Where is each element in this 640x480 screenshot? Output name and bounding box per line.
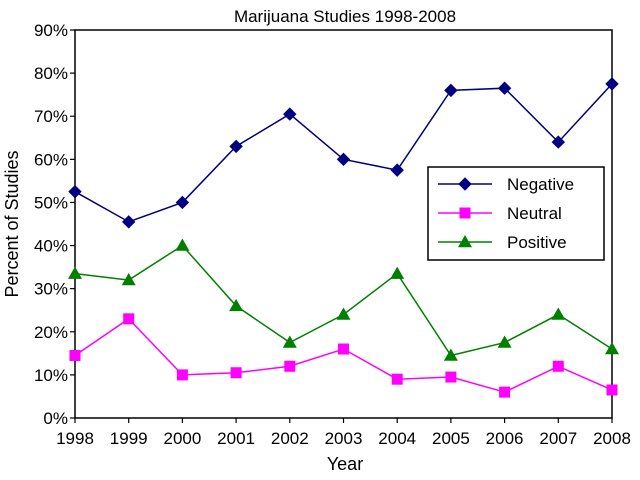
data-point-neutral (123, 313, 135, 325)
y-tick-label: 60% (34, 150, 68, 169)
y-tick-label: 80% (34, 64, 68, 83)
legend-label: Negative (507, 175, 574, 194)
y-tick-label: 40% (34, 237, 68, 256)
x-tick-label: 2004 (378, 429, 416, 448)
y-tick-label: 0% (43, 409, 68, 428)
x-tick-label: 2000 (163, 429, 201, 448)
x-tick-label: 2001 (217, 429, 255, 448)
x-tick-label: 2003 (325, 429, 363, 448)
x-axis: 1998 1999 2000 2001 2002 2003 2004 2005 2006 2007… (56, 418, 631, 448)
legend-marker-neutral (459, 207, 471, 219)
legend-item-neutral: Neutral (438, 204, 562, 223)
x-tick-label: 2008 (593, 429, 631, 448)
data-point-negative (68, 184, 82, 199)
legend-marker-negative (458, 177, 472, 191)
data-point-negative (283, 107, 297, 121)
x-tick-label: 2002 (271, 429, 309, 448)
series-layer (68, 77, 619, 398)
legend-label: Positive (507, 233, 567, 252)
data-point-positive (175, 238, 190, 251)
y-tick-label: 50% (34, 193, 68, 212)
x-tick-label: 1998 (56, 429, 94, 448)
y-tick-label: 70% (34, 107, 68, 126)
legend-item-positive: Positive (438, 233, 567, 252)
data-point-negative (605, 77, 619, 91)
data-point-positive (390, 266, 405, 279)
series-negative (68, 77, 619, 229)
y-tick-label: 30% (34, 280, 68, 299)
data-point-neutral (69, 349, 81, 361)
x-axis-label: Year (327, 454, 363, 474)
x-tick-label: 1999 (110, 429, 148, 448)
data-point-neutral (499, 386, 511, 398)
series-neutral (69, 313, 618, 398)
data-point-neutral (445, 371, 457, 383)
data-point-positive (229, 298, 244, 312)
legend-marker-positive (458, 235, 472, 248)
data-point-neutral (338, 343, 349, 355)
data-point-negative (175, 195, 190, 210)
x-tick-label: 2007 (539, 429, 577, 448)
y-axis: 0% 10% 20% 30% 40% 50% 60% 70% 80% 90% (34, 21, 75, 428)
y-tick-label: 20% (34, 323, 68, 342)
data-point-positive (121, 273, 136, 286)
data-point-neutral (176, 369, 188, 381)
data-point-positive (497, 335, 512, 348)
data-point-negative (336, 152, 351, 167)
data-point-neutral (552, 360, 564, 372)
legend-item-negative: Negative (438, 175, 574, 194)
y-tick-label: 10% (34, 366, 68, 385)
data-point-negative (497, 81, 512, 95)
series-positive (68, 238, 619, 361)
data-point-neutral (230, 367, 242, 379)
y-axis-label: Percent of Studies (2, 150, 22, 297)
data-point-positive (336, 307, 351, 320)
data-point-positive (605, 342, 619, 355)
data-point-positive (443, 348, 458, 361)
data-point-negative (390, 163, 404, 177)
y-tick-label: 90% (34, 21, 68, 40)
chart-title: Marijuana Studies 1998-2008 (234, 7, 456, 26)
data-point-negative (229, 139, 243, 154)
x-tick-label: 2006 (486, 429, 524, 448)
data-point-neutral (606, 384, 618, 396)
data-point-positive (68, 266, 82, 279)
legend-label: Neutral (507, 204, 562, 223)
data-point-negative (551, 135, 566, 149)
data-point-negative (444, 83, 458, 98)
data-point-neutral (284, 360, 296, 372)
data-point-positive (551, 307, 566, 320)
x-tick-label: 2005 (432, 429, 470, 448)
data-point-negative (121, 215, 136, 229)
data-point-neutral (391, 373, 403, 385)
data-point-positive (282, 335, 297, 348)
legend: Negative Neutral Positive (427, 166, 605, 261)
